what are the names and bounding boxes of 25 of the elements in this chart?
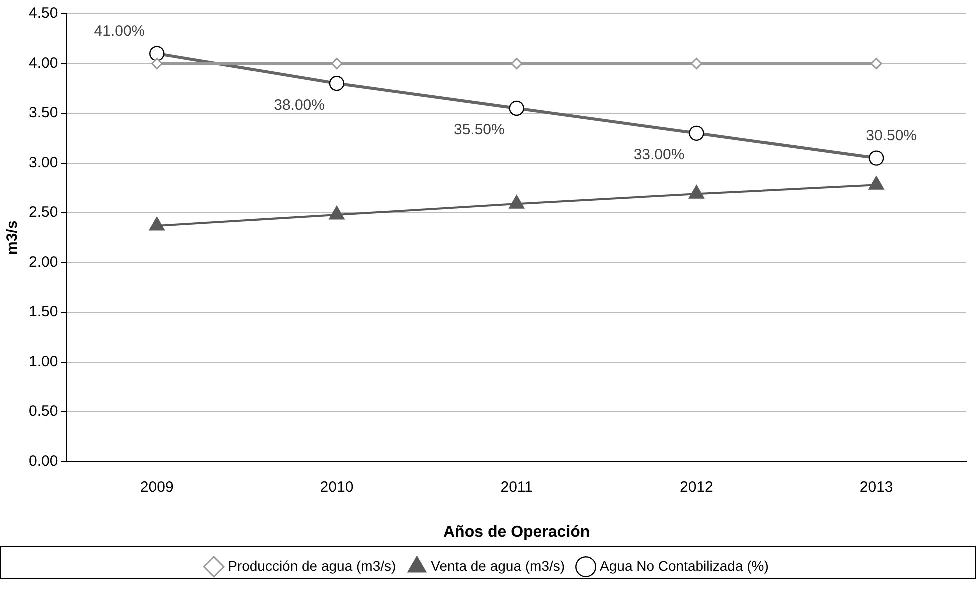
legend-label: Venta de agua (m3/s) xyxy=(431,558,566,574)
y-tick-label: 3.00 xyxy=(28,154,58,172)
data-label: 33.00% xyxy=(634,146,685,164)
data-label: 41.00% xyxy=(94,22,146,40)
y-tick-label: 4.00 xyxy=(28,54,58,72)
legend-label: Producción de agua (m3/s) xyxy=(228,558,396,574)
x-tick-label: 2009 xyxy=(140,478,174,496)
x-tick-label: 2010 xyxy=(320,478,354,496)
y-tick-label: 3.50 xyxy=(28,104,58,122)
y-tick-label: 0.00 xyxy=(28,452,58,470)
x-axis-title: Años de Operación xyxy=(443,524,590,541)
x-tick-label: 2012 xyxy=(680,478,714,496)
x-tick-label: 2013 xyxy=(860,478,894,496)
y-tick-label: 2.00 xyxy=(28,254,58,271)
y-tick-label: 1.00 xyxy=(28,353,58,370)
data-label: 35.50% xyxy=(454,122,505,139)
y-tick-label: 1.50 xyxy=(28,304,58,321)
y-tick-label: 4.50 xyxy=(28,5,58,22)
y-tick-label: 0.50 xyxy=(28,403,58,420)
data-label: 38.00% xyxy=(274,96,325,114)
y-tick-label: 2.50 xyxy=(28,204,58,222)
data-label: 30.50% xyxy=(866,127,918,144)
legend-label: Agua No Contabilizada (%) xyxy=(600,558,769,574)
x-tick-label: 2011 xyxy=(500,478,533,496)
y-axis-title: m3/s xyxy=(4,220,22,255)
